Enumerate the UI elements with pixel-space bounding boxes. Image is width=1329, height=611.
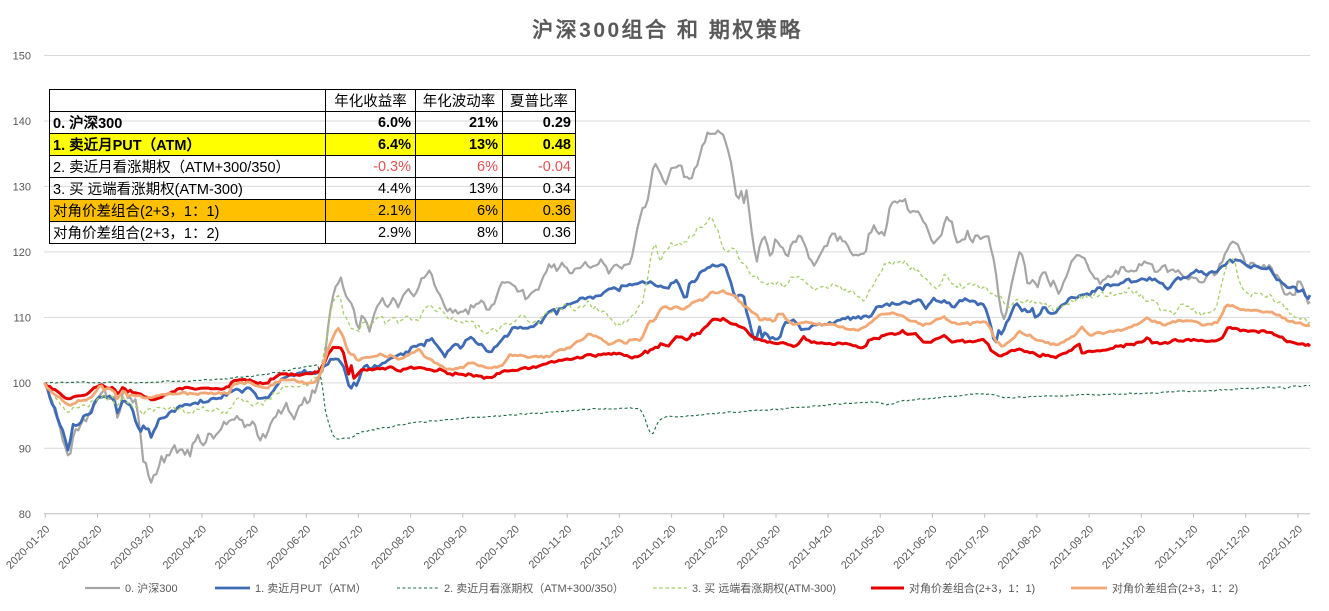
svg-text:2020-03-20: 2020-03-20	[109, 523, 157, 571]
svg-text:0. 沪深300: 0. 沪深300	[125, 581, 178, 595]
svg-text:2020-05-20: 2020-05-20	[213, 523, 261, 571]
svg-text:2021-01-20: 2021-01-20	[630, 523, 678, 571]
svg-text:2020-02-20: 2020-02-20	[56, 523, 104, 571]
svg-text:2020-04-20: 2020-04-20	[161, 523, 209, 571]
svg-text:2021-08-20: 2021-08-20	[996, 523, 1044, 571]
svg-text:2021-02-20: 2021-02-20	[683, 523, 731, 571]
svg-text:2021-11-20: 2021-11-20	[1153, 523, 1201, 571]
svg-text:2021-10-20: 2021-10-20	[1100, 523, 1148, 571]
svg-text:2020-09-20: 2020-09-20	[422, 523, 470, 571]
svg-text:2021-06-20: 2021-06-20	[891, 523, 939, 571]
svg-text:2020-11-20: 2020-11-20	[527, 523, 575, 571]
svg-text:2022-01-20: 2022-01-20	[1257, 523, 1305, 571]
svg-text:2020-07-20: 2020-07-20	[317, 523, 365, 571]
svg-text:对角价差组合(2+3，1：1): 对角价差组合(2+3，1：1)	[909, 581, 1035, 595]
svg-text:2021-12-20: 2021-12-20	[1205, 523, 1253, 571]
svg-text:140: 140	[13, 116, 31, 128]
svg-text:2020-12-20: 2020-12-20	[578, 523, 626, 571]
svg-text:2021-05-20: 2021-05-20	[839, 523, 887, 571]
svg-text:100: 100	[13, 378, 31, 390]
svg-text:2020-10-20: 2020-10-20	[474, 523, 522, 571]
svg-text:80: 80	[19, 509, 31, 521]
svg-text:120: 120	[13, 247, 31, 259]
svg-text:2021-04-20: 2021-04-20	[787, 523, 835, 571]
svg-text:2020-08-20: 2020-08-20	[369, 523, 417, 571]
svg-text:150: 150	[13, 51, 31, 63]
svg-text:对角价差组合(2+3，1：2): 对角价差组合(2+3，1：2)	[1112, 581, 1238, 595]
svg-text:2. 卖近月看涨期权（ATM+300/350）: 2. 卖近月看涨期权（ATM+300/350）	[444, 581, 624, 595]
svg-text:110: 110	[13, 312, 31, 324]
svg-text:130: 130	[13, 181, 31, 193]
svg-text:2021-09-20: 2021-09-20	[1048, 523, 1096, 571]
svg-text:90: 90	[19, 443, 31, 455]
svg-text:2021-07-20: 2021-07-20	[944, 523, 992, 571]
svg-text:3. 买 远端看涨期权(ATM-300): 3. 买 远端看涨期权(ATM-300)	[692, 581, 836, 595]
svg-text:1. 卖近月PUT（ATM）: 1. 卖近月PUT（ATM）	[255, 582, 367, 595]
svg-text:2021-03-20: 2021-03-20	[735, 523, 783, 571]
svg-text:2020-01-20: 2020-01-20	[4, 523, 52, 571]
svg-text:2020-06-20: 2020-06-20	[265, 523, 313, 571]
